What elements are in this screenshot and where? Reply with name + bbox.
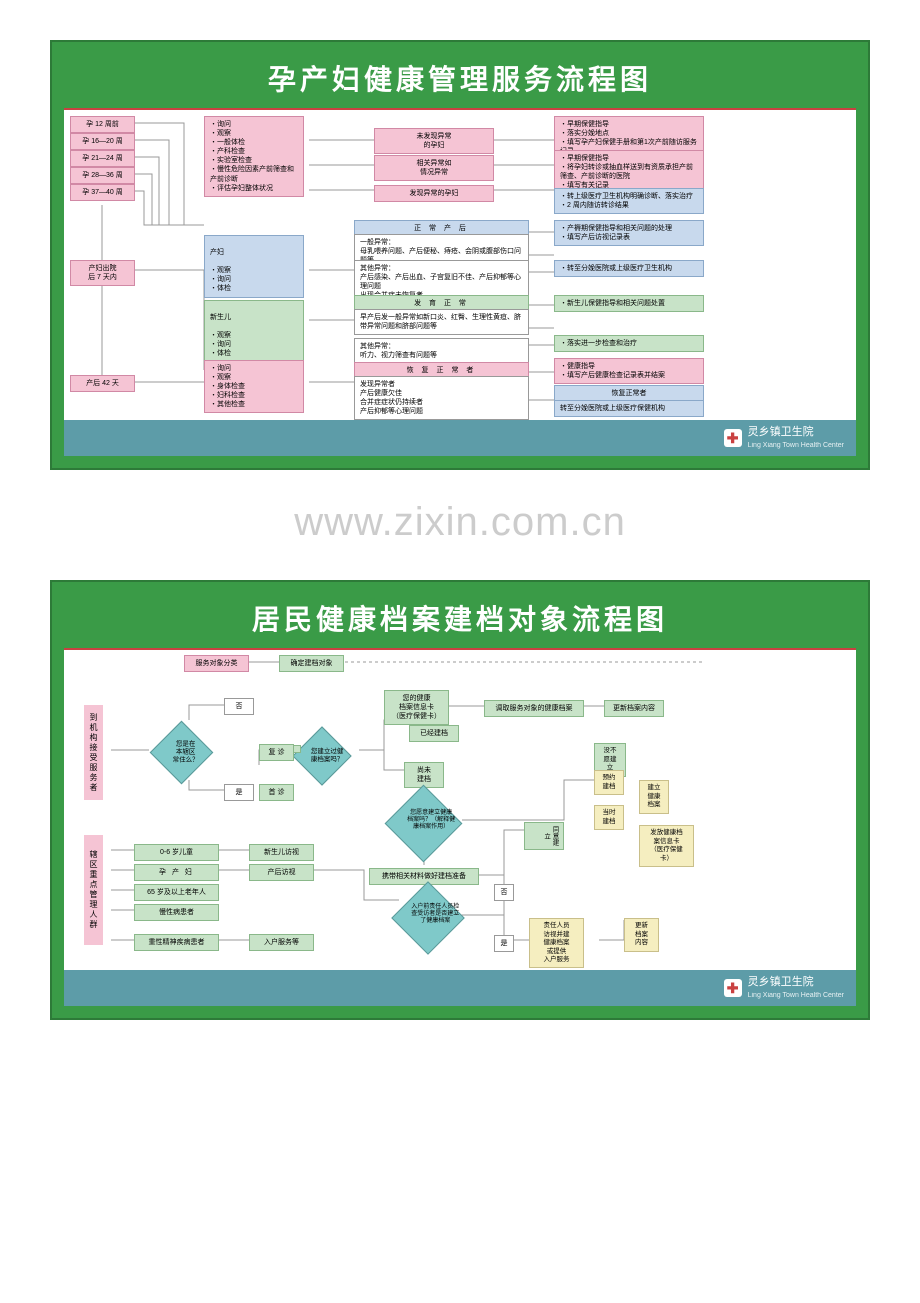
staff: 责任人员 访视并建 健康档案 或提供 入户服务 — [529, 918, 584, 968]
q3-diamond: 您愿意建立健康 档案吗？（解释健 康档案作用） — [385, 785, 463, 863]
left1: 到机构接受服务者 — [84, 705, 103, 800]
mid2: 相关异常如 情况异常 — [374, 155, 494, 181]
built: 已经建档 — [409, 725, 459, 742]
agree: 同意建立 — [524, 822, 564, 850]
footer-org-cn: 灵乡镇卫生院 — [748, 426, 814, 438]
footer-org-en: Ling Xiang Town Health Center — [748, 992, 844, 999]
q2-diamond: 您建立过健 康档案吗？ — [292, 726, 351, 785]
shouzhen: 首 诊 — [259, 784, 294, 801]
mid3: 发现异常的孕妇 — [374, 185, 494, 202]
timebox: 孕 12 周前 — [70, 116, 135, 133]
update: 更新档案内容 — [604, 700, 664, 717]
timebox: 孕 28—36 周 — [70, 167, 135, 184]
footer-org: 灵乡镇卫生院 Ling Xiang Town Health Center — [748, 426, 844, 450]
yes2: 是 — [494, 935, 514, 952]
baby-abnormal: 其他异常： 听力、视力筛查有问题等 — [354, 338, 529, 364]
r6: ・新生儿保健指导和相关问题处置 — [554, 295, 704, 312]
timebox: 孕 16—20 周 — [70, 133, 135, 150]
r7: ・落实进一步检查和治疗 — [554, 335, 704, 352]
timebox: 孕 37—40 周 — [70, 184, 135, 201]
stage2-header: 产妇 — [210, 249, 224, 256]
q3-text: 您愿意建立健康 档案吗？（解释健 康档案作用） — [405, 800, 458, 832]
prep: 携带相关材料做好建档准备 — [369, 868, 479, 885]
create: 建立 健康 档案 — [639, 780, 669, 813]
stage2: 产妇 ・观察 ・询问 ・体检 — [204, 235, 304, 298]
no-label: 否 — [224, 698, 254, 715]
visit: 产后访视 — [249, 864, 314, 881]
top2: 确定建档对象 — [279, 655, 344, 672]
baby-normal-detail: 早产后发一般异常如新口炎、红臀、生理性黄疸、脐带异常问题和脐部问题等 — [354, 309, 529, 335]
day42: 产后 42 天 — [70, 375, 135, 392]
r10: 转至分娩医院或上级医疗保健机构 — [554, 400, 704, 417]
group: 0-6 岁儿童 — [134, 844, 219, 861]
cross-icon: ✚ — [724, 429, 742, 447]
stage3-header: 新生儿 — [210, 314, 231, 321]
visit: 入户服务等 — [249, 934, 314, 951]
chart1-footer: ✚ 灵乡镇卫生院 Ling Xiang Town Health Center — [64, 420, 856, 456]
visit: 新生儿访视 — [249, 844, 314, 861]
q4-diamond: 入户前责任人员检 查受访者是否建立 了健康档案 — [391, 881, 465, 955]
stage4: ・询问 ・观察 ・身体检查 ・妇科检查 ・其他检查 — [204, 360, 304, 413]
get: 调取服务对象的健康档案 — [484, 700, 584, 717]
top1: 服务对象分类 — [184, 655, 249, 672]
left2: 辖区重点管理人群 — [84, 835, 103, 945]
group: 65 岁及以上老年人 — [134, 884, 219, 901]
stage1: ・询问 ・观察 ・一般体检 ・产科检查 ・实验室检查 ・慢性危险因素产前筛查和产… — [204, 116, 304, 197]
r8: ・健康指导 ・填写产后健康检查记录表并结案 — [554, 358, 704, 384]
group: 孕 产 妇 — [134, 864, 219, 881]
group: 慢性病患者 — [134, 904, 219, 921]
stage2-body: ・观察 ・询问 ・体检 — [210, 267, 231, 292]
chart2-body: 服务对象分类 确定建档对象 到机构接受服务者 辖区重点管理人群 您是在 本辖区 … — [64, 650, 856, 970]
card: 您的健康 档案信息卡 （医疗保健卡） — [384, 690, 449, 725]
update2: 更新 档案 内容 — [624, 918, 659, 951]
chart1-title: 孕产妇健康管理服务流程图 — [64, 50, 856, 110]
fuzhen: 复 诊 — [259, 744, 294, 761]
chart2-container: 居民健康档案建档对象流程图 服务对象分类 — [50, 580, 870, 1020]
group: 重性精神疾病患者 — [134, 934, 219, 951]
timebox: 孕 21—24 周 — [70, 150, 135, 167]
stage3: 新生儿 ・观察 ・询问 ・体检 — [204, 300, 304, 363]
r4: ・产褥期保健指导和相关问题的处理 ・填写产后访视记录表 — [554, 220, 704, 246]
cross-icon: ✚ — [724, 979, 742, 997]
recover-abnormal: 发现异常者 产后健康欠佳 合并症症状仍持续者 产后抑郁等心理问题 — [354, 376, 529, 420]
footer-org: 灵乡镇卫生院 Ling Xiang Town Health Center — [748, 976, 844, 1000]
q4-text: 入户前责任人员检 查受访者是否建立 了健康档案 — [410, 896, 460, 926]
yes-label: 是 — [224, 784, 254, 801]
later: 当时 建档 — [594, 805, 624, 830]
chart1-container: 孕产妇健康管理服务流程图 孕 12 周前 孕 16—20 周 孕 21—24 周… — [50, 40, 870, 470]
q1-text: 您是在 本辖区 常住么？ — [164, 733, 207, 764]
watermark: www.zixin.com.cn — [50, 500, 870, 545]
chart2-title: 居民健康档案建档对象流程图 — [64, 590, 856, 650]
issue: 发放健康档 案信息卡 （医疗保健 卡） — [639, 825, 694, 867]
footer-org-en: Ling Xiang Town Health Center — [748, 442, 844, 449]
r3: ・转上级医疗卫生机构明确诊断、落实治疗 ・2 周内随访转诊结果 — [554, 188, 704, 214]
chart1-body: 孕 12 周前 孕 16—20 周 孕 21—24 周 孕 28—36 周 孕 … — [64, 110, 856, 420]
q2-text: 您建立过健 康档案吗？ — [307, 738, 347, 764]
no2: 否 — [494, 884, 514, 901]
mid1: 未发现异常 的孕妇 — [374, 128, 494, 154]
chart2-footer: ✚ 灵乡镇卫生院 Ling Xiang Town Health Center — [64, 970, 856, 1006]
q1-diamond: 您是在 本辖区 常住么？ — [150, 721, 214, 785]
stage3-body: ・观察 ・询问 ・体检 — [210, 332, 231, 357]
postbox: 产妇出院 后 7 天内 — [70, 260, 135, 286]
footer-org-cn: 灵乡镇卫生院 — [748, 976, 814, 988]
r5: ・转至分娩医院或上级医疗卫生机构 — [554, 260, 704, 277]
now: 预约 建档 — [594, 770, 624, 795]
